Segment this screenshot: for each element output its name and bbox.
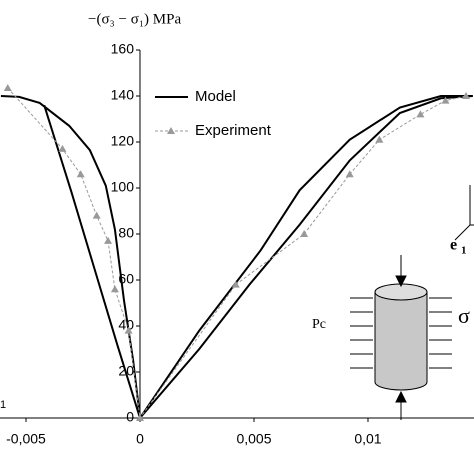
marker	[345, 170, 354, 178]
marker	[135, 414, 144, 421]
legend-label: Model	[195, 88, 236, 105]
marker	[231, 280, 240, 288]
marker	[92, 211, 101, 219]
x-tick-label: 0	[136, 431, 144, 447]
x-tick-label: 0,005	[236, 431, 271, 447]
y-tick-label: 0	[126, 409, 134, 425]
y-tick-label: 100	[111, 179, 135, 195]
marker	[76, 170, 85, 178]
y-axis-label: −(σ₃ − σ₁) MPa	[88, 11, 181, 27]
marker	[462, 92, 471, 99]
annotation: e	[450, 237, 457, 254]
legend-label: Experiment	[195, 122, 272, 139]
y-tick-label: 140	[111, 87, 135, 103]
marker	[3, 83, 12, 91]
marker	[104, 236, 113, 244]
marker	[416, 110, 425, 118]
annotation: Pc	[312, 317, 326, 332]
marker	[110, 285, 119, 293]
y-tick-label: 80	[118, 225, 134, 241]
x-tick-label: 0,01	[354, 431, 381, 447]
marker	[58, 144, 67, 152]
marker	[441, 96, 450, 104]
annotation: 1	[0, 399, 6, 411]
x-tick-label: -0,005	[6, 431, 46, 447]
marker	[375, 135, 384, 143]
marker	[124, 326, 133, 334]
legend-marker	[167, 127, 175, 134]
series-line	[0, 95, 473, 421]
specimen-diagram	[350, 185, 474, 420]
annotation: σ	[458, 303, 470, 328]
annotation: 1	[461, 245, 467, 257]
y-tick-label: 160	[111, 41, 135, 57]
y-tick-label: 120	[111, 133, 135, 149]
marker	[300, 230, 309, 237]
